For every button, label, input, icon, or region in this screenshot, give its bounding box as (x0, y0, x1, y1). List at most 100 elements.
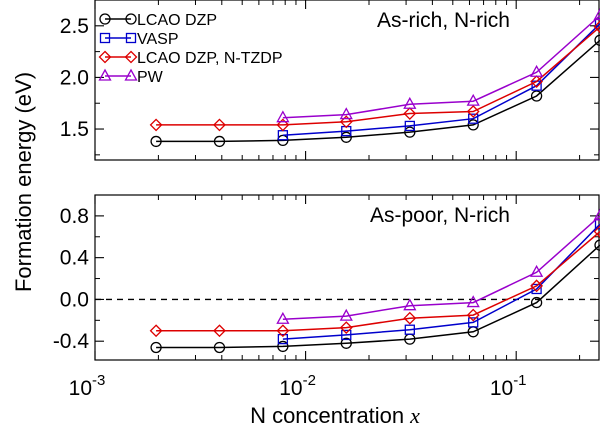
data-point (594, 34, 600, 46)
series-line (156, 26, 600, 126)
x-axis-title-text: N concentration (250, 403, 404, 428)
data-point (340, 337, 352, 349)
x-axis-title: N concentration x (250, 403, 420, 428)
data-point (594, 219, 600, 230)
x-axis-variable: x (409, 403, 420, 428)
data-point (404, 126, 416, 138)
data-point (339, 321, 353, 335)
data-point (276, 110, 290, 123)
data-point (341, 329, 352, 341)
data-point (593, 208, 600, 221)
data-point (468, 113, 479, 124)
data-point (530, 264, 544, 277)
data-point (467, 119, 479, 131)
data-point (530, 296, 543, 309)
series-line (156, 231, 600, 332)
data-point (276, 311, 290, 324)
data-point (150, 135, 162, 148)
data-point (149, 324, 163, 338)
data-point (468, 317, 479, 328)
legend-marker (98, 68, 112, 81)
series-circle-panel-1 (150, 34, 600, 148)
data-point (277, 340, 289, 353)
data-point (403, 107, 417, 120)
data-point (149, 118, 163, 132)
x-tick-base: 10 (490, 377, 513, 400)
data-point (466, 105, 480, 118)
x-tick-label: 10-2 (279, 372, 316, 400)
data-point (403, 311, 417, 325)
data-point (530, 279, 544, 293)
data-point (213, 135, 226, 148)
data-point (593, 225, 600, 238)
data-point (594, 239, 600, 251)
data-point (530, 90, 543, 102)
data-point (213, 341, 226, 354)
data-point (466, 93, 480, 106)
legend-marker (99, 32, 111, 44)
series-diamond-panel-1 (149, 20, 600, 132)
series-line (282, 223, 600, 340)
x-tick-label: 10-1 (490, 372, 527, 400)
x-tick-base: 10 (279, 377, 302, 400)
data-point (213, 324, 226, 338)
data-point (403, 298, 417, 311)
series-triangle-panel-1 (276, 8, 600, 123)
y-tick-label: -0.4 (53, 330, 90, 353)
data-point (404, 120, 415, 132)
data-point (403, 96, 417, 109)
x-tick-exponent: -1 (513, 372, 526, 389)
x-tick-exponent: -2 (303, 372, 316, 389)
y-axis-title: Formation energy (eV) (11, 72, 36, 292)
series-triangle-panel-2 (276, 208, 600, 324)
data-point (276, 324, 290, 338)
legend-entry-label: PW (137, 69, 164, 86)
chart-data-layer (149, 8, 600, 354)
panel-label: As-poor, N-rich (370, 204, 510, 227)
data-point (276, 118, 290, 132)
panel-label: As-rich, N-rich (377, 9, 510, 32)
x-tick-exponent: -3 (92, 372, 105, 389)
series-line (282, 14, 600, 119)
legend-marker (125, 13, 137, 25)
panel-2-frame (94, 194, 600, 361)
data-point (277, 333, 289, 345)
data-point (593, 20, 600, 34)
legend-marker (124, 68, 138, 81)
legend-entry-label: VASP (137, 31, 179, 48)
data-point (466, 295, 480, 308)
legend-entry-label: LCAO DZP, N-TZDP (137, 50, 283, 67)
series-diamond-panel-2 (149, 225, 600, 338)
data-point (530, 75, 544, 88)
legend-marker (98, 50, 112, 64)
legend: LCAO DZP VASP LCAO DZP, N-TZDP PW (98, 12, 283, 86)
data-point (213, 118, 226, 132)
series-line (282, 23, 600, 136)
data-point (593, 8, 600, 21)
data-point (530, 64, 544, 77)
series-square-panel-2 (277, 219, 600, 345)
data-point (594, 18, 600, 29)
data-point (531, 283, 542, 295)
data-point (277, 134, 289, 147)
series-square-panel-1 (277, 18, 600, 141)
data-point (339, 115, 353, 129)
legend-entry-label: LCAO DZP (137, 12, 217, 29)
data-point (404, 324, 415, 335)
legend-marker (99, 13, 111, 25)
data-point (339, 308, 353, 321)
series-line (156, 39, 600, 143)
panel-1-frame (94, 0, 600, 161)
x-tick-base: 10 (69, 377, 92, 400)
y-tick-label: 2.0 (60, 66, 89, 89)
y-tick-label: 2.5 (60, 15, 89, 38)
data-point (150, 341, 162, 354)
legend-marker (125, 32, 137, 44)
legend-marker (124, 50, 138, 64)
chart-text-layer: 1.5 2.0 2.5 As-rich, N-rich -0.4 0.0 0.4 0.8 As-… (11, 9, 527, 428)
series-line (282, 215, 600, 321)
series-line (156, 244, 600, 349)
x-tick-label: 10-3 (69, 372, 106, 400)
data-point (340, 131, 352, 143)
